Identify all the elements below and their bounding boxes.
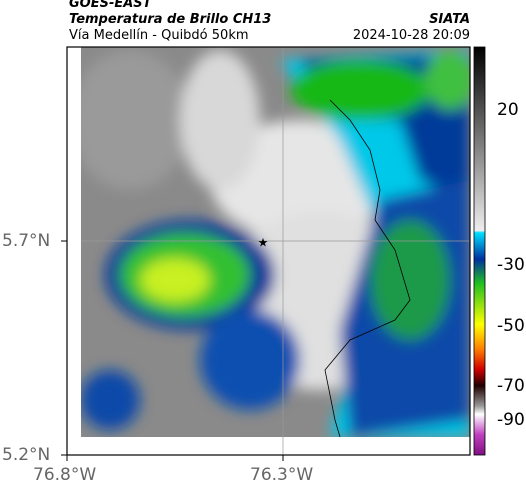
- colorbar-tick: -30: [497, 255, 525, 275]
- source: SIATA: [429, 12, 470, 27]
- colorbar-tick: -70: [497, 376, 525, 396]
- y-label: 5.7°N: [2, 231, 51, 251]
- y-label: 5.2°N: [2, 445, 51, 465]
- satellite-image: [81, 47, 470, 437]
- colorbar-tick: -50: [497, 316, 525, 336]
- colorbar-tick: -90: [497, 410, 525, 430]
- x-label: 76.8°W: [33, 465, 97, 485]
- colorbar: [473, 46, 486, 456]
- title: GOES-EAST: [69, 0, 152, 11]
- svg-text:★: ★: [258, 236, 269, 250]
- subtitle: Temperatura de Brillo CH13: [69, 12, 272, 27]
- x-label: 76.3°W: [250, 465, 314, 485]
- datetime: 2024-10-28 20:09: [352, 28, 470, 43]
- colorbar-tick: 20: [497, 100, 519, 120]
- location: Vía Medellín - Quibdó 50km: [69, 28, 249, 43]
